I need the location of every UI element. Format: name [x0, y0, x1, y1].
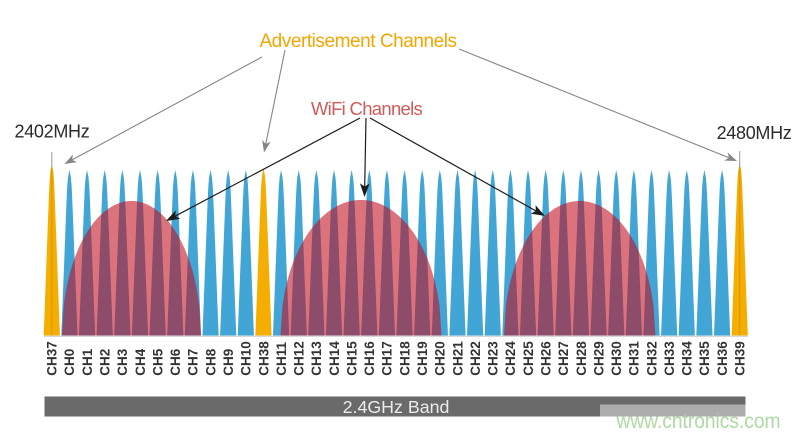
svg-text:CH8: CH8 — [203, 348, 218, 375]
svg-text:CH30: CH30 — [609, 341, 624, 376]
svg-text:CH3: CH3 — [115, 348, 130, 375]
svg-text:CH29: CH29 — [591, 341, 606, 376]
svg-text:CH16: CH16 — [362, 341, 377, 376]
svg-text:CH15: CH15 — [344, 341, 359, 376]
svg-text:CH26: CH26 — [538, 341, 553, 376]
svg-text:CH14: CH14 — [327, 341, 342, 376]
svg-text:CH25: CH25 — [521, 341, 536, 376]
svg-text:CH5: CH5 — [150, 348, 165, 375]
svg-text:CH31: CH31 — [627, 341, 642, 376]
svg-text:CH28: CH28 — [574, 341, 589, 376]
svg-text:CH20: CH20 — [433, 341, 448, 376]
svg-text:CH12: CH12 — [292, 341, 307, 376]
svg-text:CH21: CH21 — [450, 341, 465, 376]
svg-text:CH38: CH38 — [256, 341, 271, 376]
svg-text:CH18: CH18 — [397, 341, 412, 376]
svg-text:CH9: CH9 — [221, 349, 236, 376]
svg-text:Advertisement Channels: Advertisement Channels — [259, 31, 456, 52]
svg-text:WiFi Channels: WiFi Channels — [311, 98, 423, 119]
svg-text:CH36: CH36 — [715, 341, 730, 376]
svg-text:CH7: CH7 — [186, 349, 201, 376]
svg-text:CH1: CH1 — [80, 348, 95, 375]
svg-text:CH33: CH33 — [662, 341, 677, 376]
svg-text:www.cntronics.com: www.cntronics.com — [616, 410, 781, 433]
svg-text:CH27: CH27 — [556, 341, 571, 376]
svg-text:CH17: CH17 — [380, 341, 395, 376]
svg-text:2.4GHz Band: 2.4GHz Band — [343, 397, 450, 417]
svg-text:CH4: CH4 — [133, 348, 148, 375]
svg-text:CH6: CH6 — [168, 348, 183, 375]
svg-text:CH35: CH35 — [697, 341, 712, 376]
svg-text:CH13: CH13 — [309, 341, 324, 376]
svg-text:CH10: CH10 — [239, 341, 254, 376]
svg-text:CH2: CH2 — [98, 349, 113, 376]
svg-text:CH24: CH24 — [503, 341, 518, 376]
svg-text:CH34: CH34 — [680, 341, 695, 376]
svg-text:2480MHz: 2480MHz — [717, 123, 792, 143]
svg-text:CH37: CH37 — [45, 341, 60, 376]
svg-text:CH19: CH19 — [415, 341, 430, 376]
svg-text:CH23: CH23 — [486, 341, 501, 376]
svg-text:2402MHz: 2402MHz — [15, 121, 90, 141]
svg-text:CH32: CH32 — [644, 341, 659, 376]
svg-text:CH39: CH39 — [733, 341, 748, 376]
svg-text:CH11: CH11 — [274, 342, 289, 376]
svg-text:CH0: CH0 — [62, 349, 77, 376]
svg-text:CH22: CH22 — [468, 341, 483, 376]
